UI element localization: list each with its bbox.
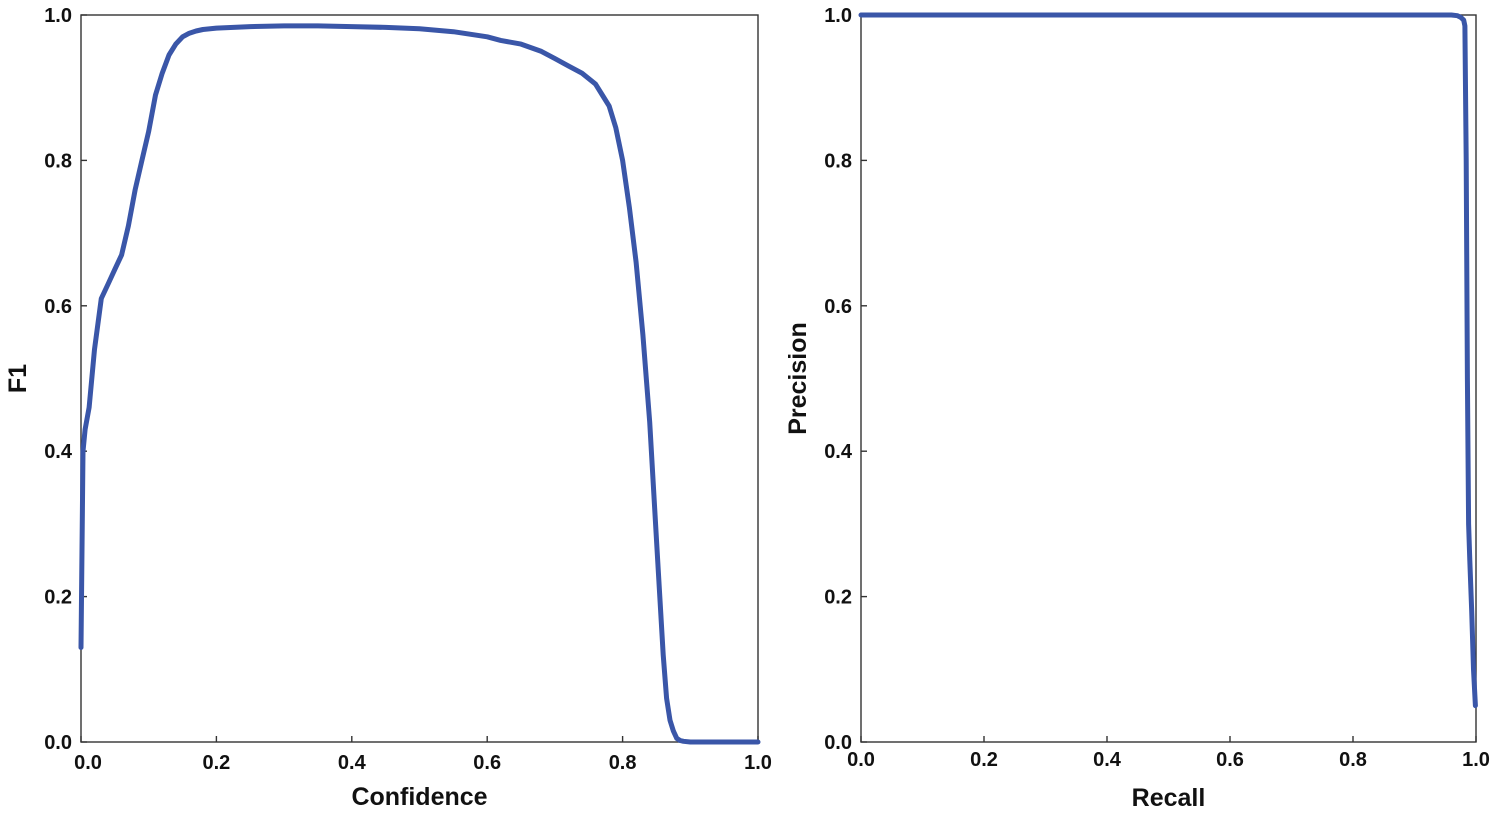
y-tick-label: 0.2 [824, 587, 852, 609]
y-axis-title: F1 [4, 364, 32, 393]
y-tick-label: 0.6 [824, 296, 852, 318]
y-tick-label: 0.4 [44, 441, 73, 463]
plot-frame [860, 14, 1477, 743]
y-axis-title: Precision [784, 322, 812, 435]
x-tick-label: 0.0 [847, 749, 875, 771]
x-axis-title: Confidence [351, 783, 487, 811]
y-tick-label: 0.8 [44, 150, 72, 172]
x-tick-label: 0.6 [1216, 749, 1244, 771]
x-tick-label: 1.0 [744, 752, 772, 774]
y-tick-label: 0.8 [824, 150, 852, 172]
x-tick-label: 0.2 [202, 752, 230, 774]
y-tick-label: 0.4 [824, 441, 853, 463]
plot-frame [80, 14, 759, 743]
x-tick-label: 0.0 [74, 752, 102, 774]
x-tick-label: 1.0 [1462, 749, 1490, 771]
y-tick-label: 0.6 [44, 296, 72, 318]
x-tick-label: 0.4 [1093, 749, 1122, 771]
y-tick-label: 1.0 [824, 5, 852, 27]
x-axis-title: Recall [1132, 784, 1206, 812]
x-tick-label: 0.2 [970, 749, 998, 771]
x-tick-label: 0.6 [473, 752, 501, 774]
y-tick-label: 1.0 [44, 5, 72, 27]
f1-confidence-panel: 0.0 0.2 0.4 0.6 0.8 1.0 0.0 0.2 0.4 0.6 0.8 1.0 Conf… [4, 5, 772, 811]
precision-recall-panel: 0.0 0.2 0.4 0.6 0.8 1.0 0.0 0.2 0.4 0.6 0.8 1.0 Reca… [784, 5, 1490, 812]
x-tick-label: 0.8 [609, 752, 637, 774]
y-tick-label: 0.2 [44, 587, 72, 609]
series-line [78, 23, 761, 745]
y-tick-label: 0.0 [824, 732, 852, 754]
x-tick-label: 0.8 [1339, 749, 1367, 771]
series-line [858, 12, 1478, 709]
y-tick-label: 0.0 [44, 732, 72, 754]
x-tick-label: 0.4 [338, 752, 367, 774]
